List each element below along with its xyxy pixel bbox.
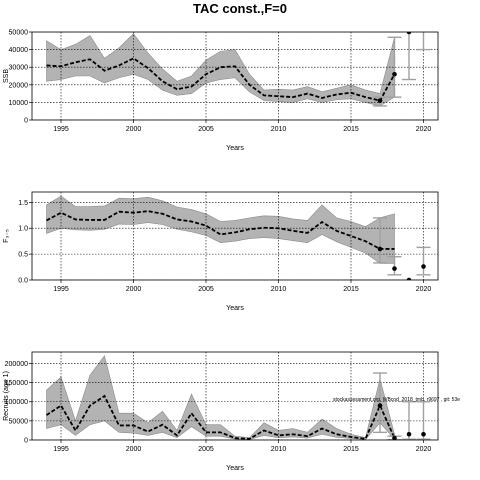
forecast-point xyxy=(377,246,383,252)
forecast-point xyxy=(377,98,383,103)
x-tick-label: 2010 xyxy=(271,286,287,293)
plot-frame xyxy=(31,351,439,441)
chart-panel-recruits: 1995 2000 2005 2010 2015 2020 0 50000 100000 1500… xyxy=(3,351,460,472)
y-tick-label: 20000 xyxy=(9,82,29,89)
x-axis-title: Years xyxy=(226,145,244,152)
plot-frame xyxy=(31,31,439,121)
estimate-line xyxy=(46,210,395,250)
x-tick-label: 2020 xyxy=(416,126,432,133)
x-tick-label: 2020 xyxy=(416,446,432,453)
y-tick-label: 0.0 xyxy=(18,278,28,285)
y-tick-label: 50000 xyxy=(9,30,29,37)
y-tick-label: 1.0 xyxy=(18,226,28,233)
y-tick-label: 50000 xyxy=(9,418,29,425)
page-title: TAC const.,F=0 xyxy=(192,1,288,16)
plot-area xyxy=(32,352,438,440)
x-tick-label: 2015 xyxy=(343,286,359,293)
x-tick-label: 2010 xyxy=(271,446,287,453)
estimate-line xyxy=(46,394,396,440)
chart-panel-ssb: 1995 2000 2005 2010 2015 2020 0 10000 20000 30000… xyxy=(3,30,439,152)
forecast-point xyxy=(421,431,426,437)
x-tick-label: 1995 xyxy=(53,126,69,133)
watermark-note: stockassessment.org, WBcod_2018_tmb, r96… xyxy=(333,397,460,403)
plot-frame xyxy=(31,191,439,281)
x-axis-title: Years xyxy=(226,465,244,472)
y-axis-title: F₃₋₅ xyxy=(3,229,10,243)
x-tick-label: 1995 xyxy=(53,286,69,293)
forecast-point xyxy=(406,431,412,437)
forecast-point xyxy=(406,32,412,35)
x-tick-label: 2020 xyxy=(416,286,432,293)
estimate-line xyxy=(46,57,396,102)
y-tick-label: 40000 xyxy=(9,47,29,54)
x-tick-label: 1995 xyxy=(53,446,69,453)
y-tick-label: 200000 xyxy=(5,361,28,368)
y-tick-label: 0.5 xyxy=(18,252,28,259)
forecast-point xyxy=(392,435,397,440)
x-tick-label: 2015 xyxy=(343,446,359,453)
forecast-point xyxy=(421,264,426,269)
x-tick-label: 2000 xyxy=(126,286,142,293)
y-axis-title: SSB xyxy=(3,69,10,83)
x-tick-label: 2005 xyxy=(198,446,214,453)
x-tick-label: 2005 xyxy=(198,126,214,133)
confidence-band xyxy=(46,195,395,264)
confidence-band xyxy=(46,33,395,107)
y-tick-label: 1.5 xyxy=(18,200,28,207)
y-tick-label: 150000 xyxy=(5,380,28,387)
forecast-point xyxy=(392,266,397,271)
x-axis-title: Years xyxy=(226,305,244,312)
y-axis-title: Recruits (age 1) xyxy=(3,371,10,421)
x-tick-label: 2000 xyxy=(126,446,142,453)
plot-area xyxy=(32,192,438,280)
chart-panel-fbar: 1995 2000 2005 2010 2015 2020 0.0 0.5 1.0 1.5 Year… xyxy=(3,191,439,312)
x-tick-label: 2015 xyxy=(343,126,359,133)
y-tick-label: 0 xyxy=(24,118,28,125)
forecast-point xyxy=(377,403,383,408)
y-tick-label: 30000 xyxy=(9,65,29,72)
forecast-point xyxy=(392,71,397,77)
forecast-point xyxy=(406,277,412,280)
x-tick-label: 2010 xyxy=(271,126,287,133)
y-tick-label: 10000 xyxy=(9,100,29,107)
x-tick-label: 2000 xyxy=(126,126,142,133)
plot-area xyxy=(32,32,438,120)
y-tick-label: 0 xyxy=(24,438,28,445)
x-tick-label: 2005 xyxy=(198,286,214,293)
y-tick-label: 100000 xyxy=(5,399,28,406)
